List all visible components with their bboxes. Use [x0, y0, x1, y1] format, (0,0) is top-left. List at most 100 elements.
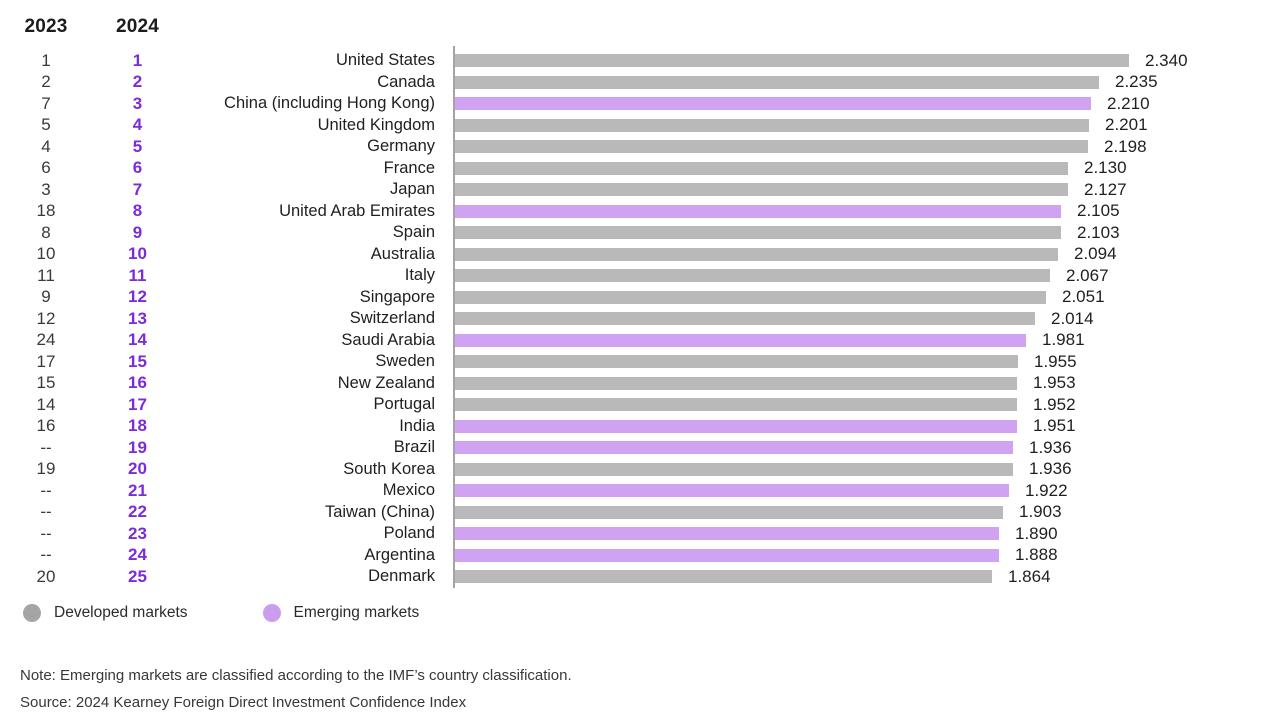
country-label: Portugal: [373, 395, 435, 414]
country-label: Australia: [370, 244, 435, 263]
bar-area: 1.890: [455, 523, 1275, 545]
bar: [455, 376, 1017, 390]
column-header-2023: 2023: [24, 16, 68, 37]
rank-2023: 15: [36, 373, 56, 393]
value-label: 2.067: [1066, 265, 1109, 285]
bar-area: 2.235: [455, 72, 1275, 94]
rank-2023: 24: [36, 330, 56, 350]
bar: [455, 75, 1099, 89]
country-label: Italy: [404, 266, 435, 285]
legend-label-emerging: Emerging markets: [293, 603, 420, 621]
bar: [455, 355, 1018, 369]
bar: [455, 247, 1058, 261]
bar-area: 2.127: [455, 179, 1275, 201]
country-label: South Korea: [343, 459, 435, 478]
chart-row: 17 15 Sweden 1.955: [20, 351, 1275, 373]
bar: [455, 290, 1046, 304]
value-label: 1.888: [1015, 545, 1058, 565]
value-label: 1.952: [1033, 394, 1076, 414]
country-label: Denmark: [368, 567, 435, 586]
legend: Developed markets Emerging markets: [20, 603, 1275, 622]
rank-2024: 7: [132, 179, 143, 199]
rank-2023: 2: [41, 72, 51, 92]
bar: [455, 548, 999, 562]
value-label: 2.201: [1105, 115, 1148, 135]
footer: Note: Emerging markets are classified ac…: [20, 662, 1275, 714]
chart-row: 24 14 Saudi Arabia 1.981: [20, 330, 1275, 352]
bar: [455, 140, 1088, 154]
chart-row: 12 13 Switzerland 2.014: [20, 308, 1275, 330]
bar: [455, 398, 1017, 412]
rank-2024: 2: [132, 72, 143, 92]
rank-2024: 23: [128, 523, 147, 543]
rank-2023: 16: [36, 416, 56, 436]
axis-baseline: [453, 46, 455, 588]
rank-2024: 24: [128, 545, 147, 565]
value-label: 1.922: [1025, 480, 1068, 500]
rank-2023: --: [40, 480, 52, 500]
rank-2024: 12: [128, 287, 147, 307]
value-label: 1.953: [1033, 373, 1076, 393]
bar: [455, 419, 1017, 433]
chart-row: 1 1 United States 2.340: [20, 50, 1275, 72]
bar: [455, 54, 1129, 68]
rank-2023: 9: [41, 287, 51, 307]
chart-row: -- 21 Mexico 1.922: [20, 480, 1275, 502]
rank-2024: 10: [128, 244, 147, 264]
chart-row: 16 18 India 1.951: [20, 416, 1275, 438]
chart-row: 19 20 South Korea 1.936: [20, 459, 1275, 481]
chart-row: 9 12 Singapore 2.051: [20, 287, 1275, 309]
rank-2023: 19: [36, 459, 56, 479]
legend-item-developed: Developed markets: [23, 603, 188, 622]
rank-2023: 14: [36, 394, 56, 414]
rank-2024: 15: [128, 351, 147, 371]
rank-2023: 10: [36, 244, 56, 264]
value-label: 1.903: [1019, 502, 1062, 522]
bar: [455, 226, 1061, 240]
rank-2024: 5: [132, 136, 143, 156]
bar: [455, 527, 999, 541]
country-label: India: [399, 416, 435, 435]
rank-2024: 19: [128, 437, 147, 457]
rank-2024: 21: [128, 480, 147, 500]
country-label: Poland: [383, 524, 435, 543]
value-label: 2.103: [1077, 222, 1120, 242]
country-label: Brazil: [393, 438, 435, 457]
rank-2023: 18: [36, 201, 56, 221]
chart-row: 4 5 Germany 2.198: [20, 136, 1275, 158]
bar-area: 2.210: [455, 93, 1275, 115]
bar-area: 1.936: [455, 437, 1275, 459]
rank-2024: 14: [128, 330, 147, 350]
value-label: 2.014: [1051, 308, 1094, 328]
chart-row: -- 19 Brazil 1.936: [20, 437, 1275, 459]
chart-row: 14 17 Portugal 1.952: [20, 394, 1275, 416]
bar: [455, 183, 1068, 197]
chart-row: -- 22 Taiwan (China) 1.903: [20, 502, 1275, 524]
value-label: 1.936: [1029, 437, 1072, 457]
rank-2023: --: [40, 545, 52, 565]
bar: [455, 484, 1009, 498]
chart-row: 18 8 United Arab Emirates 2.105: [20, 201, 1275, 223]
bar: [455, 97, 1091, 111]
country-label: Mexico: [382, 481, 435, 500]
value-label: 2.051: [1062, 287, 1105, 307]
country-label: Sweden: [375, 352, 435, 371]
value-label: 2.105: [1077, 201, 1120, 221]
rank-2024: 3: [132, 93, 143, 113]
value-label: 1.936: [1029, 459, 1072, 479]
chart-row: 3 7 Japan 2.127: [20, 179, 1275, 201]
country-label: China (including Hong Kong): [224, 94, 435, 113]
value-label: 2.094: [1074, 244, 1117, 264]
country-label: Argentina: [364, 545, 435, 564]
value-label: 2.210: [1107, 93, 1150, 113]
rank-2023: --: [40, 502, 52, 522]
chart-row: 6 6 France 2.130: [20, 158, 1275, 180]
rank-2023: 8: [41, 222, 51, 242]
rank-2024: 1: [132, 50, 143, 70]
rank-2023: 4: [41, 136, 51, 156]
rank-2024: 11: [128, 265, 147, 285]
country-label: France: [383, 158, 435, 177]
bar: [455, 462, 1013, 476]
chart-row: 7 3 China (including Hong Kong) 2.210: [20, 93, 1275, 115]
